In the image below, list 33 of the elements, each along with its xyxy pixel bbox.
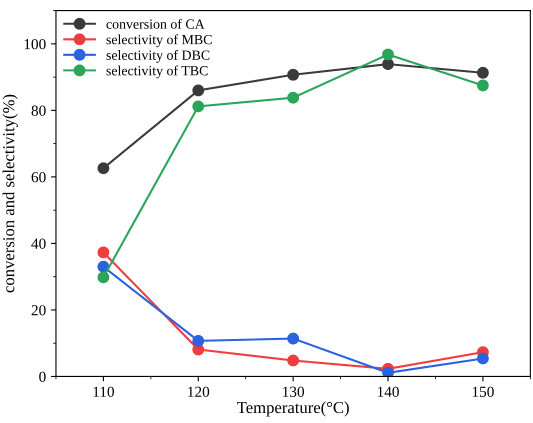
y-tick-label: 0 xyxy=(39,372,46,382)
point xyxy=(382,48,394,60)
point xyxy=(476,80,489,92)
y-tick-label: 40 xyxy=(31,238,46,249)
y-axis-title: conversion and selectivity(%) xyxy=(2,94,18,292)
x-tick-label: 130 xyxy=(283,386,304,397)
legend-label: conversion of CA xyxy=(106,18,205,29)
point xyxy=(287,92,300,104)
x-tick-label: 120 xyxy=(188,386,210,397)
point xyxy=(192,84,204,96)
point xyxy=(476,66,489,79)
legend-label: selectivity of MBC xyxy=(106,34,212,48)
x-tick-label: 140 xyxy=(378,386,399,397)
y-tick-label: 20 xyxy=(32,305,46,316)
y-tick-label: 60 xyxy=(32,172,46,182)
point xyxy=(382,58,394,70)
x-tick-label: 150 xyxy=(472,386,494,397)
y-tick-label: 80 xyxy=(32,106,46,116)
point xyxy=(382,366,394,376)
point xyxy=(98,271,110,284)
point xyxy=(192,100,204,112)
legend-label: selectivity of TBC xyxy=(106,65,208,78)
point xyxy=(287,68,300,81)
point xyxy=(476,352,489,364)
point xyxy=(98,246,110,258)
y-tick-label: 100 xyxy=(24,38,46,50)
legend-label: selectivity of DBC xyxy=(106,50,210,63)
x-tick-label: 110 xyxy=(94,386,114,397)
point xyxy=(192,334,204,347)
point xyxy=(98,162,110,174)
point xyxy=(287,332,300,344)
point xyxy=(287,354,300,366)
x-axis-title: Temperature(°C) xyxy=(237,401,349,417)
